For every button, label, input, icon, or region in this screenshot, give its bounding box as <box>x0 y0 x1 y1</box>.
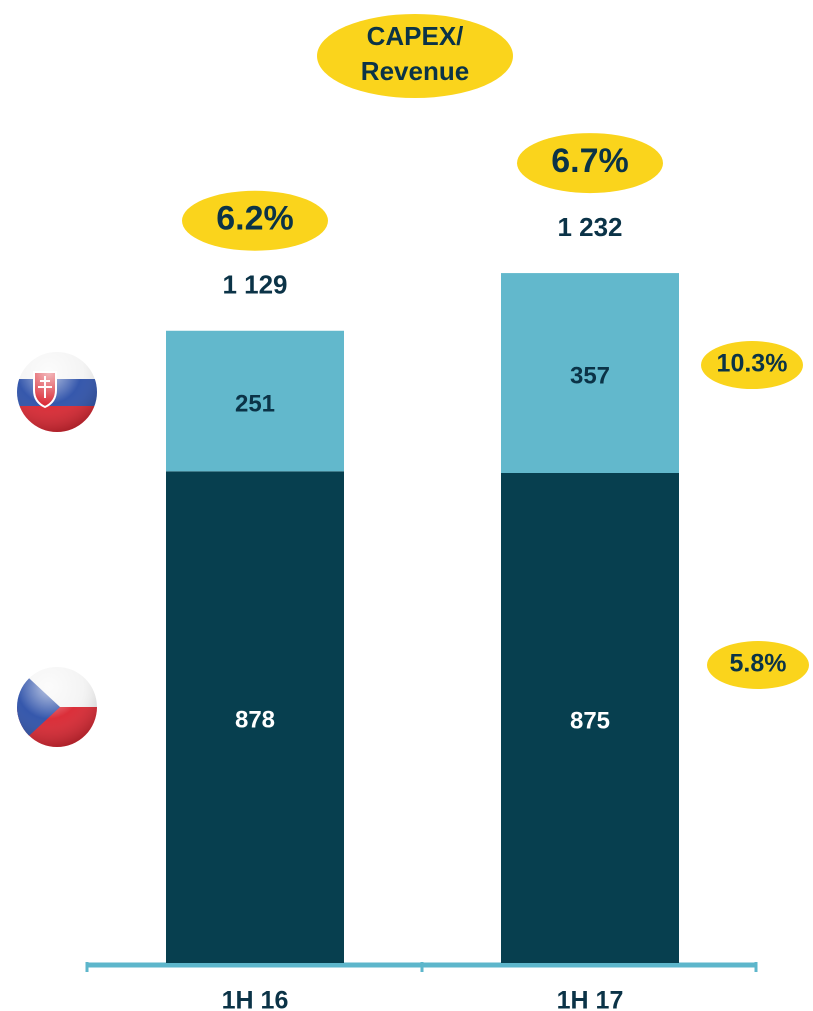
segment-label: 251 <box>235 390 275 417</box>
ratio-label: 6.2% <box>216 200 294 238</box>
segment-label: 357 <box>570 362 610 389</box>
bar-segment <box>501 273 679 473</box>
series-ratio-label: 5.8% <box>730 650 787 678</box>
series-ratio-pill <box>701 341 803 390</box>
bar-segment <box>501 473 679 963</box>
ratio-pill <box>182 190 328 251</box>
segment-label: 878 <box>235 707 275 734</box>
title-pill <box>317 14 513 98</box>
x-tick-label: 1H 16 <box>222 987 289 1011</box>
axis <box>85 962 758 972</box>
bar-segment <box>166 330 344 472</box>
bar-segment <box>166 471 344 963</box>
ratio-label: 6.7% <box>551 142 629 180</box>
flag-slovakia <box>17 352 97 432</box>
chart-title: CAPEX/ <box>367 21 464 51</box>
flag-czechia <box>17 667 97 747</box>
chart-title: Revenue <box>361 56 469 86</box>
segment-label: 875 <box>570 707 610 734</box>
total-label: 1 232 <box>557 212 622 242</box>
series-ratio-pill <box>707 641 809 689</box>
series-ratio-label: 10.3% <box>717 350 788 378</box>
total-label: 1 129 <box>222 270 287 300</box>
x-tick-label: 1H 17 <box>557 987 624 1011</box>
ratio-pill <box>517 133 663 194</box>
